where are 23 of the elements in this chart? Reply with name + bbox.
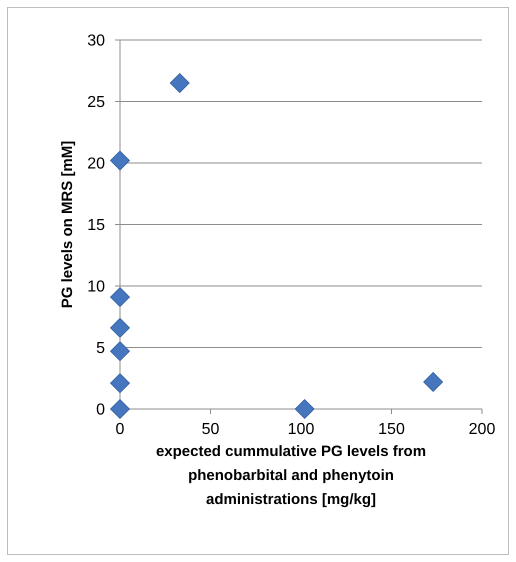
point (110, 287, 130, 307)
x-tick-label: 50 (202, 421, 220, 438)
point (294, 399, 315, 419)
y-axis-title: PG levels on MRS [mM] (59, 140, 76, 308)
y-tick-label: 30 (87, 32, 106, 50)
point (110, 373, 130, 394)
y-tick-label: 15 (87, 217, 106, 234)
x-tick-label: 200 (468, 421, 496, 438)
y-tick-label: 25 (87, 94, 106, 112)
x-axis-title: expected cummulative PG levels from phenobarbital and phenytoin administrations [mg/kg] (156, 443, 426, 508)
point (110, 341, 130, 362)
y-tick-label: 20 (87, 156, 106, 173)
x-tick-label: 0 (116, 421, 125, 438)
point (110, 150, 130, 170)
point (110, 318, 130, 338)
y-tick-label: 10 (87, 278, 106, 296)
x-tick-label: 150 (378, 421, 405, 438)
point (110, 399, 130, 419)
y-tick-label: 5 (96, 340, 106, 358)
point (170, 73, 190, 93)
point (423, 372, 444, 392)
y-tick-label: 0 (96, 402, 106, 419)
x-tick-label: 100 (288, 421, 314, 438)
